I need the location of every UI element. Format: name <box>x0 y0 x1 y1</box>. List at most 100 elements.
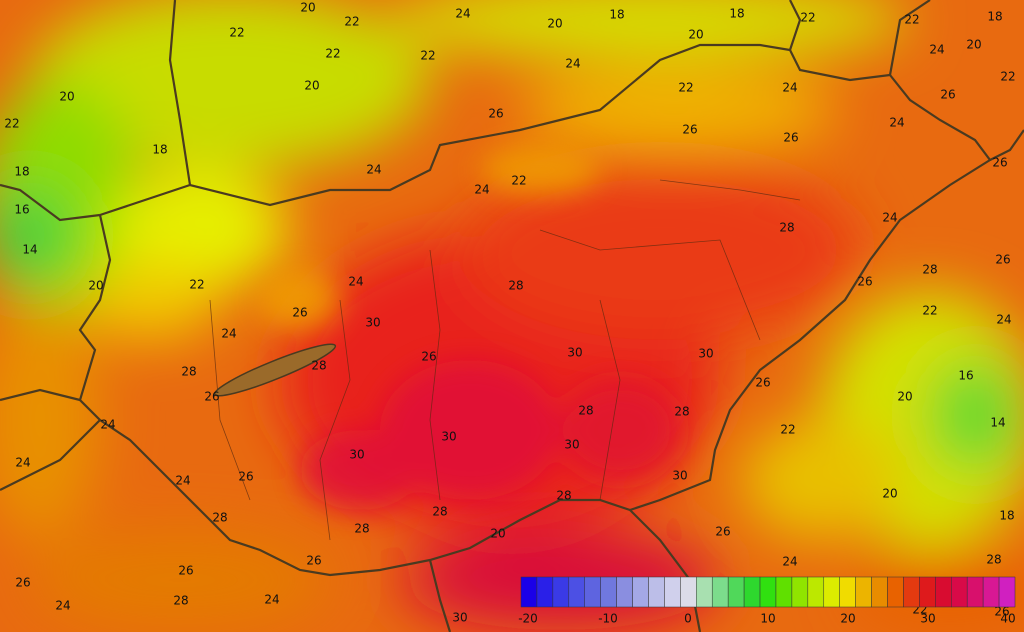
contour-label: 22 <box>780 423 795 437</box>
colorbar-swatch <box>520 576 538 608</box>
contour-label: 28 <box>674 405 689 419</box>
contour-label: 26 <box>292 306 307 320</box>
contour-label: 30 <box>698 347 713 361</box>
contour-label: 28 <box>556 489 571 503</box>
colorbar-swatch <box>998 576 1016 608</box>
contour-label: 20 <box>490 527 505 541</box>
contour-label: 14 <box>990 416 1005 430</box>
contour-label: 14 <box>22 243 37 257</box>
contour-label: 28 <box>181 365 196 379</box>
contour-label: 24 <box>366 163 381 177</box>
country-border <box>0 183 101 222</box>
colorbar-swatch <box>743 576 761 608</box>
country-border <box>168 0 192 186</box>
colorbar-label: -10 <box>598 612 618 626</box>
contour-label: 26 <box>940 88 955 102</box>
county-borders <box>209 179 801 541</box>
contour-label: 20 <box>688 28 703 42</box>
contour-label: 24 <box>782 81 797 95</box>
colorbar-swatch <box>982 576 1000 608</box>
colorbar-swatch <box>935 576 952 608</box>
contour-label: 24 <box>15 456 30 470</box>
contour-label: 24 <box>100 418 115 432</box>
country-border <box>0 388 81 402</box>
colorbar-swatch <box>536 576 554 608</box>
colorbar-swatch <box>568 576 585 608</box>
lake-balaton <box>213 343 337 397</box>
colorbar-swatch <box>839 576 856 608</box>
contour-label: 26 <box>783 131 798 145</box>
contour-label: 26 <box>238 470 253 484</box>
contour-label: 24 <box>929 43 944 57</box>
contour-label: 22 <box>678 81 693 95</box>
colorbar-swatch <box>966 576 984 608</box>
contour-label: 20 <box>300 1 315 15</box>
contour-label: 20 <box>966 38 981 52</box>
contour-label: 22 <box>904 13 919 27</box>
contour-label: 24 <box>565 57 580 71</box>
colorbar-swatch <box>823 576 840 608</box>
contour-label: 18 <box>14 165 29 179</box>
contour-label: 22 <box>511 174 526 188</box>
contour-label: 30 <box>452 611 467 625</box>
contour-label: 22 <box>1000 70 1015 84</box>
colorbar-swatch <box>791 576 809 608</box>
colorbar-label: 30 <box>920 612 935 626</box>
country-border <box>788 0 802 51</box>
contour-label: 30 <box>672 469 687 483</box>
contour-label: 28 <box>922 263 937 277</box>
contour-label: 20 <box>882 487 897 501</box>
contour-label: 30 <box>365 316 380 330</box>
contour-label: 28 <box>986 553 1001 567</box>
colorbar-label: 20 <box>840 612 855 626</box>
contour-label: 22 <box>229 26 244 40</box>
contour-label: 22 <box>922 304 937 318</box>
contour-label: 24 <box>221 327 236 341</box>
contour-label: 20 <box>59 90 74 104</box>
contour-label: 22 <box>325 47 340 61</box>
contour-label: 24 <box>264 593 279 607</box>
contour-label: 28 <box>173 594 188 608</box>
contour-label: 30 <box>441 430 456 444</box>
contour-label: 26 <box>204 390 219 404</box>
colorbar-swatch <box>552 576 570 608</box>
colorbar-swatch <box>759 576 777 608</box>
colorbar-swatch <box>727 576 745 608</box>
contour-label: 30 <box>349 448 364 462</box>
country-border <box>888 0 931 76</box>
contour-label: 28 <box>311 359 326 373</box>
country-border <box>989 129 1024 161</box>
contour-label: 26 <box>715 525 730 539</box>
contour-label: 26 <box>755 376 770 390</box>
contour-label: 26 <box>992 156 1007 170</box>
country-border <box>0 419 101 491</box>
colorbar-swatch <box>632 576 649 608</box>
contour-label: 26 <box>178 564 193 578</box>
colorbar: -20 -10 0 10 20 30 40 <box>518 576 1016 626</box>
colorbar-swatch <box>648 576 665 608</box>
contour-label: 22 <box>420 49 435 63</box>
contour-label: 20 <box>547 17 562 31</box>
contour-label: 24 <box>782 555 797 569</box>
contour-label: 24 <box>889 116 904 130</box>
colorbar-swatch <box>680 576 697 608</box>
contour-label: 30 <box>564 438 579 452</box>
contour-label: 26 <box>682 123 697 137</box>
colorbar-label: 40 <box>1000 612 1015 626</box>
colorbar-swatch <box>664 576 681 608</box>
contour-label: 26 <box>994 605 1009 619</box>
contour-label: 22 <box>344 15 359 29</box>
colorbar-swatch <box>855 576 872 608</box>
colorbar-label: -20 <box>518 612 538 626</box>
contour-label: 30 <box>567 346 582 360</box>
contour-label: 26 <box>488 107 503 121</box>
colorbar-swatch <box>616 576 633 608</box>
contour-label: 16 <box>958 369 973 383</box>
contour-label: 28 <box>578 404 593 418</box>
contour-label: 20 <box>304 79 319 93</box>
contour-label: 24 <box>882 211 897 225</box>
contour-label: 28 <box>508 279 523 293</box>
